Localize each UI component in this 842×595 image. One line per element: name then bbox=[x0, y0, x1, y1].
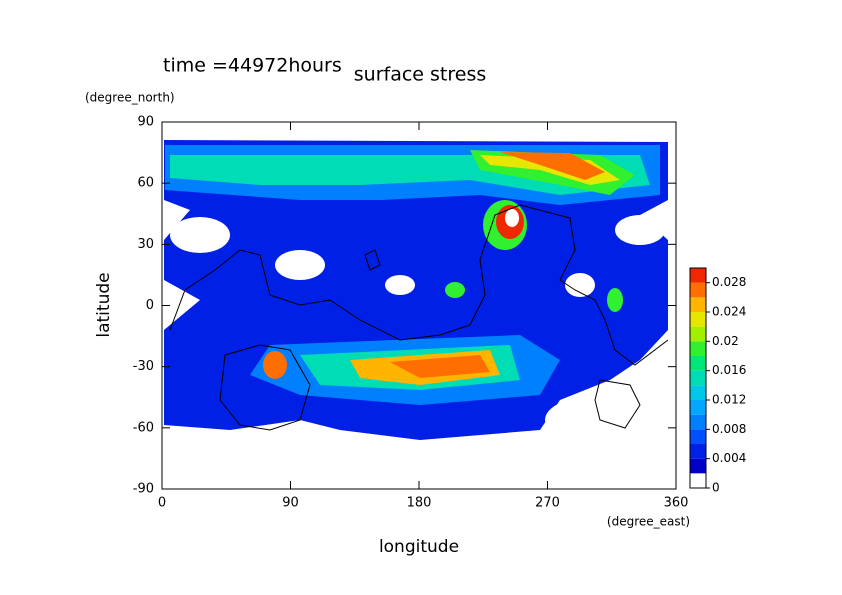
colorbar-swatch bbox=[690, 326, 706, 342]
x-tick-label: 360 bbox=[664, 496, 689, 511]
y-tick-label: 30 bbox=[137, 237, 154, 252]
field-shade bbox=[445, 282, 465, 298]
colorbar-swatch bbox=[690, 297, 706, 312]
coastlines bbox=[169, 204, 669, 431]
colorbar-label: 0.004 bbox=[712, 451, 746, 465]
colorbar-label: 0 bbox=[712, 481, 720, 495]
y-unit: (degree_north) bbox=[85, 91, 175, 105]
field-shade bbox=[263, 351, 287, 379]
field bbox=[164, 140, 668, 445]
x-unit: (degree_east) bbox=[607, 515, 690, 529]
colorbar-swatch bbox=[690, 458, 706, 474]
x-tick-label: 180 bbox=[407, 496, 432, 511]
time-label: time =44972hours bbox=[163, 55, 342, 77]
field-shade bbox=[390, 355, 490, 378]
x-tick-label: 0 bbox=[158, 496, 166, 511]
field-shade bbox=[385, 275, 415, 295]
colorbar-label: 0.008 bbox=[712, 422, 746, 436]
y-tick-label: -60 bbox=[133, 420, 154, 435]
colorbar-swatch bbox=[690, 370, 706, 386]
x-axis-label: longitude bbox=[379, 537, 459, 557]
field-shade bbox=[607, 288, 623, 312]
y-tick-label: -30 bbox=[133, 359, 154, 374]
y-axis-label: latitude bbox=[94, 272, 114, 337]
y-tick-label: 0 bbox=[146, 298, 154, 313]
colorbar-swatch bbox=[690, 414, 706, 430]
coastline bbox=[169, 204, 669, 366]
field-shade bbox=[170, 217, 230, 253]
field-shade bbox=[275, 250, 325, 280]
colorbar-frame bbox=[689, 267, 707, 489]
colorbar-label: 0.016 bbox=[712, 363, 746, 377]
colorbar-label: 0.028 bbox=[712, 275, 746, 289]
colorbar-swatch bbox=[690, 268, 706, 283]
field-shade bbox=[500, 152, 605, 180]
coastline bbox=[594, 379, 641, 429]
colorbar-label: 0.012 bbox=[712, 393, 746, 407]
chart-title: surface stress bbox=[354, 64, 487, 86]
colorbar-swatch bbox=[690, 444, 706, 459]
colorbar-swatch bbox=[690, 282, 706, 298]
colorbar-swatch bbox=[690, 473, 706, 488]
x-tick-label: 270 bbox=[535, 496, 560, 511]
colorbar-swatch bbox=[690, 341, 706, 356]
field-shade bbox=[505, 209, 519, 227]
field-shade bbox=[615, 215, 665, 245]
y-tick-label: -90 bbox=[133, 482, 154, 497]
coastline bbox=[364, 249, 381, 271]
coastline bbox=[219, 344, 311, 431]
colorbar-swatch bbox=[690, 356, 706, 371]
colorbar-label: 0.02 bbox=[712, 334, 739, 348]
colorbar-label: 0.024 bbox=[712, 305, 746, 319]
y-tick-label: 60 bbox=[137, 176, 154, 191]
colorbar-swatch bbox=[690, 400, 706, 415]
colorbar-swatch bbox=[690, 385, 706, 400]
field-shade bbox=[565, 273, 595, 297]
colorbar-swatch bbox=[690, 429, 706, 444]
colorbar-swatch bbox=[690, 312, 706, 327]
y-tick-label: 90 bbox=[137, 115, 154, 130]
x-tick-label: 90 bbox=[282, 496, 299, 511]
